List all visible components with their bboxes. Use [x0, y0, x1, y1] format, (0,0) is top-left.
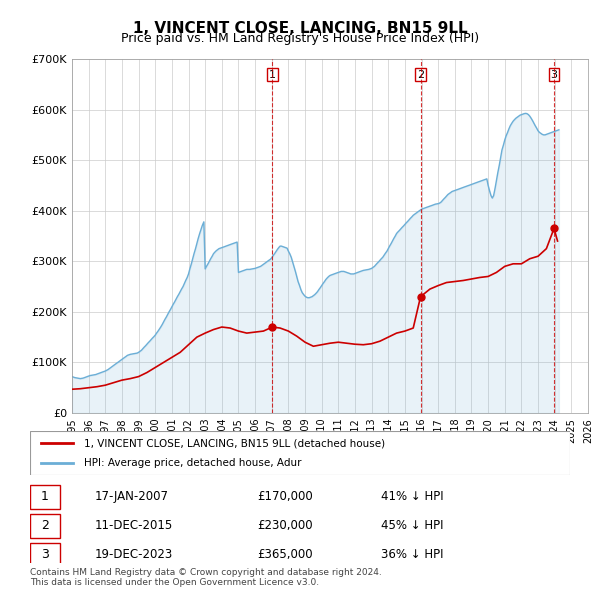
- Text: £230,000: £230,000: [257, 519, 313, 532]
- Text: 11-DEC-2015: 11-DEC-2015: [95, 519, 173, 532]
- Text: 17-JAN-2007: 17-JAN-2007: [95, 490, 169, 503]
- FancyBboxPatch shape: [30, 431, 570, 475]
- Text: Price paid vs. HM Land Registry's House Price Index (HPI): Price paid vs. HM Land Registry's House …: [121, 32, 479, 45]
- Text: 1, VINCENT CLOSE, LANCING, BN15 9LL (detached house): 1, VINCENT CLOSE, LANCING, BN15 9LL (det…: [84, 438, 385, 448]
- Text: 41% ↓ HPI: 41% ↓ HPI: [381, 490, 443, 503]
- Text: 1, VINCENT CLOSE, LANCING, BN15 9LL: 1, VINCENT CLOSE, LANCING, BN15 9LL: [133, 21, 467, 35]
- Text: £170,000: £170,000: [257, 490, 313, 503]
- Text: 19-DEC-2023: 19-DEC-2023: [95, 548, 173, 562]
- FancyBboxPatch shape: [30, 485, 60, 509]
- Text: 3: 3: [551, 70, 557, 80]
- Text: 2: 2: [41, 519, 49, 532]
- Text: 36% ↓ HPI: 36% ↓ HPI: [381, 548, 443, 562]
- Text: 1: 1: [41, 490, 49, 503]
- FancyBboxPatch shape: [30, 543, 60, 567]
- Text: 45% ↓ HPI: 45% ↓ HPI: [381, 519, 443, 532]
- Text: HPI: Average price, detached house, Adur: HPI: Average price, detached house, Adur: [84, 458, 302, 467]
- Text: 1: 1: [269, 70, 276, 80]
- Text: 3: 3: [41, 548, 49, 562]
- Text: £365,000: £365,000: [257, 548, 313, 562]
- FancyBboxPatch shape: [30, 514, 60, 538]
- Text: Contains HM Land Registry data © Crown copyright and database right 2024.
This d: Contains HM Land Registry data © Crown c…: [30, 568, 382, 587]
- Text: 2: 2: [417, 70, 424, 80]
